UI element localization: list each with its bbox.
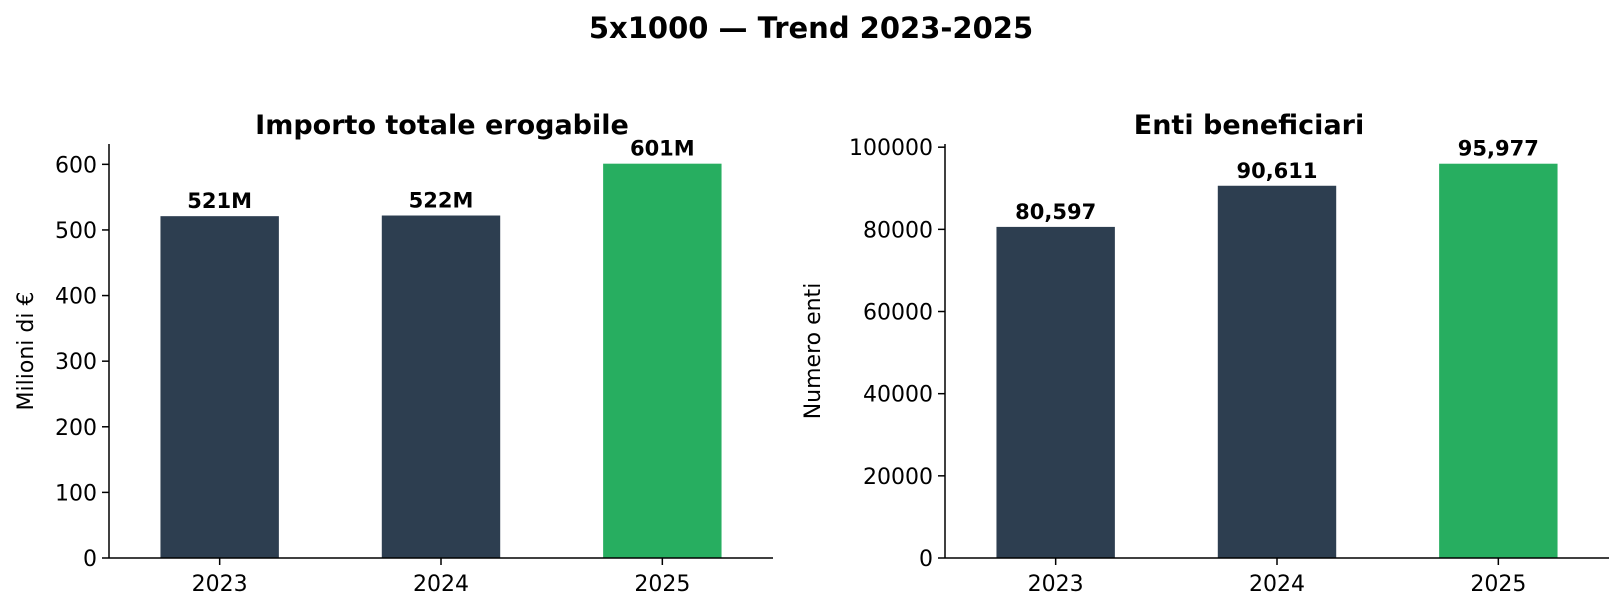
chart-entities-ytick-label: 80000 [863,218,933,243]
chart-entities: Enti beneficiari Numero enti 80,597 2023 9… [801,110,1609,597]
chart-entities-xtick-label: 2025 [1470,572,1526,597]
chart-amount-ytick-label: 100 [55,481,97,506]
chart-entities-data-label: 95,977 [1458,137,1539,161]
chart-amount-bar-2025 [603,163,722,558]
chart-amount-ylabel: Milioni di € [14,292,39,411]
chart-entities-ytick-label: 0 [919,547,933,572]
chart-entities-data-label: 90,611 [1236,159,1317,183]
chart-entities-ylabel: Numero enti [801,283,826,420]
chart-entities-xtick-label: 2023 [1028,572,1084,597]
chart-amount-data-label: 522M [409,189,474,213]
chart-entities-xtick-label: 2024 [1249,572,1305,597]
chart-entities-bar-2025 [1439,163,1558,558]
chart-entities-ytick-label: 100000 [849,136,933,161]
chart-entities-ytick-label: 40000 [863,383,933,408]
chart-amount-ytick-label: 500 [55,219,97,244]
chart-entities-title: Enti beneficiari [1134,110,1364,141]
chart-amount-bar-2024 [381,215,501,558]
chart-amount-data-label: 601M [630,137,695,161]
chart-amount-ytick-label: 400 [55,285,97,310]
chart-amount-ytick-label: 200 [55,416,97,441]
chart-amount-bar-2023 [160,216,279,559]
chart-amount-title: Importo totale erogabile [255,110,629,141]
chart-entities-bar-2023 [996,226,1115,558]
chart-entities-ytick-label: 20000 [863,465,933,490]
chart-amount-ytick-label: 0 [83,547,97,572]
chart-entities-plot: 80,597 2023 90,611 2024 95,977 2025 0 20000 4000… [849,136,1609,597]
chart-amount: Importo totale erogabile Milioni di € 52… [14,110,773,597]
chart-entities-bar-2024 [1217,185,1337,559]
figure-title: 5x1000 — Trend 2023-2025 [589,11,1033,45]
chart-amount-data-label: 521M [187,189,252,213]
chart-amount-ytick-label: 600 [55,153,97,178]
chart-amount-xtick-label: 2024 [413,572,469,597]
chart-entities-data-label: 80,597 [1015,200,1096,224]
chart-amount-xtick-label: 2025 [634,572,690,597]
chart-entities-ytick-label: 60000 [863,301,933,326]
chart-amount-plot: 521M 2023 522M 2024 601M 2025 0 100 200 300 400 500… [55,137,773,597]
chart-amount-ytick-label: 300 [55,350,97,375]
chart-amount-xtick-label: 2023 [192,572,248,597]
